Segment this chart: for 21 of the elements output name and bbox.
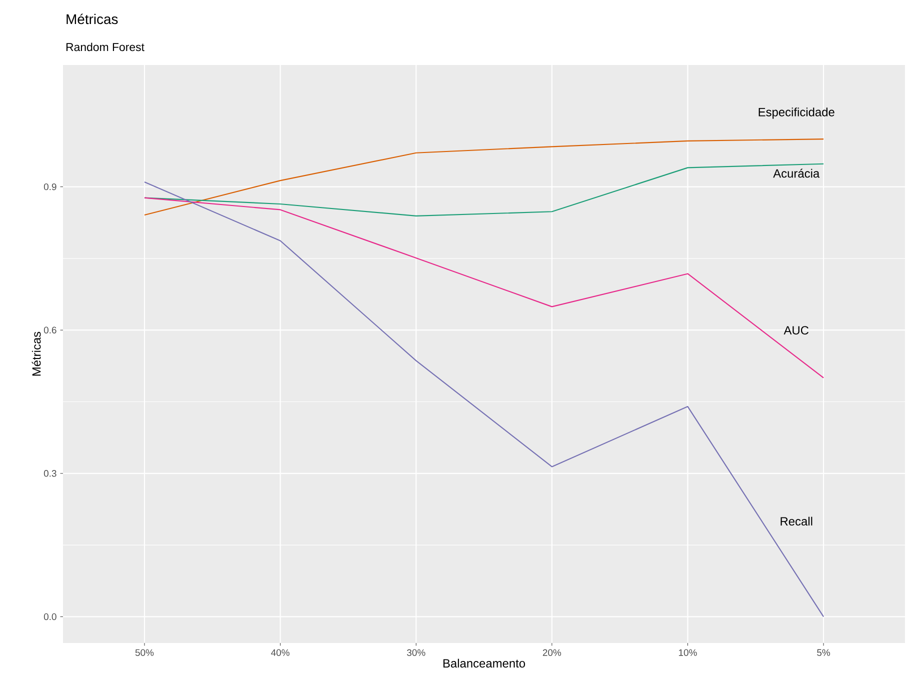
x-tick-label: 10% <box>678 649 697 656</box>
series-label: Recall <box>780 516 812 526</box>
x-tick-label: 50% <box>135 649 154 656</box>
y-tick-label: 0.0 <box>44 613 56 620</box>
series-label: AUC <box>784 326 809 335</box>
y-tick-label: 0.9 <box>44 183 56 190</box>
y-tick-label: 0.6 <box>44 326 56 334</box>
x-tick-label: 30% <box>406 649 426 656</box>
line-series <box>144 197 824 378</box>
x-tick-label: 20% <box>542 649 562 656</box>
y-tick-label: 0.3 <box>44 470 56 477</box>
series-label: Acurácia <box>773 168 820 178</box>
x-tick-label: 5% <box>817 649 830 656</box>
line-series <box>144 181 824 618</box>
chart-title: Métricas <box>66 14 118 24</box>
chart-subtitle: Random Forest <box>66 42 144 52</box>
series-label: Especificidade <box>758 108 834 119</box>
y-axis-title: Métricas <box>32 332 41 376</box>
line-series <box>144 138 824 216</box>
x-axis-title: Balanceamento <box>443 658 526 668</box>
x-tick-label: 40% <box>271 649 290 656</box>
